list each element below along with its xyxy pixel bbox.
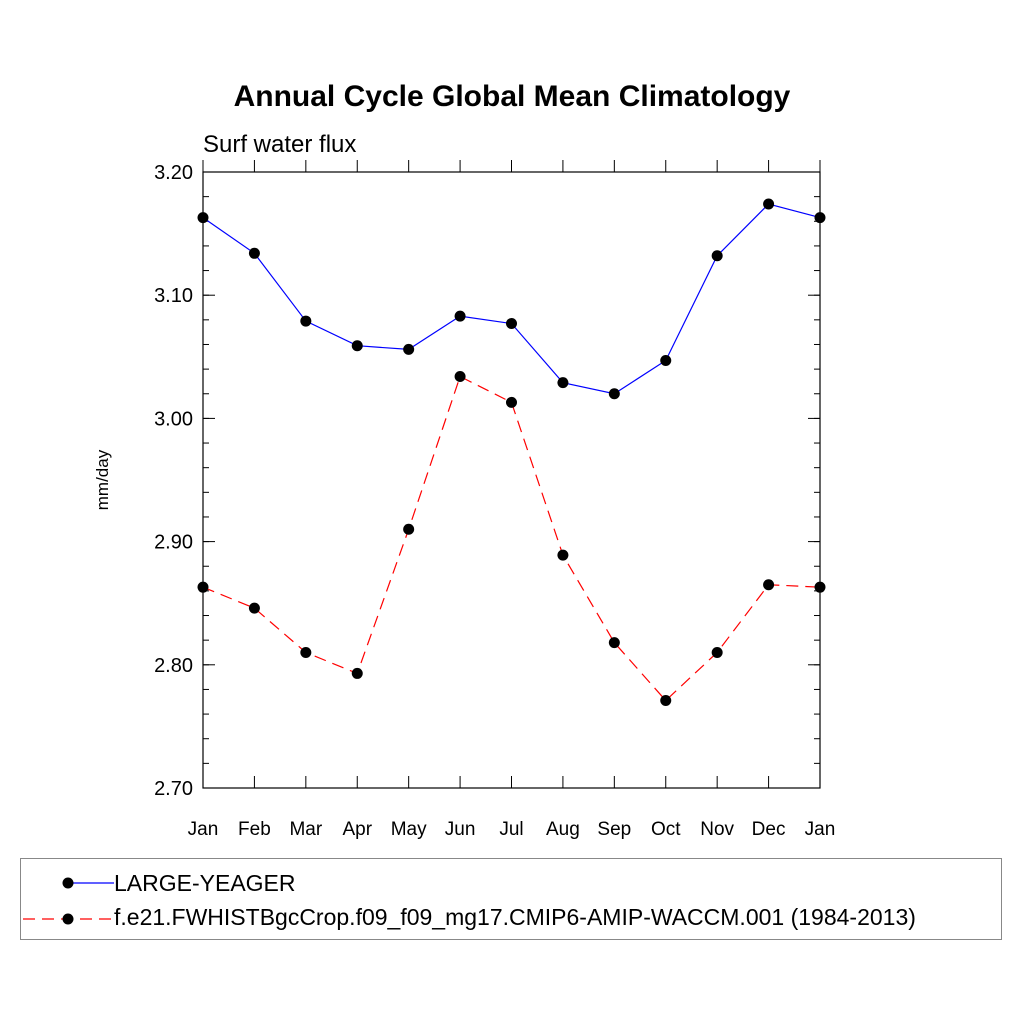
- series-1-point: [248, 247, 260, 259]
- series-1-point: [506, 318, 517, 330]
- x-tick-label: Mar: [289, 819, 322, 840]
- series-1-point: [763, 198, 775, 210]
- series-1-point: [197, 212, 209, 224]
- plot-frame: [202, 171, 821, 789]
- series-2-point: [248, 602, 260, 614]
- series-2-point: [763, 579, 775, 591]
- x-tick-label: May: [391, 819, 427, 840]
- x-tick-label: Jul: [499, 819, 523, 840]
- y-axis-label: mm/day: [93, 449, 112, 510]
- y-tick-label: 2.90: [154, 532, 193, 554]
- series-1-point: [660, 354, 672, 366]
- y-tick-label: 3.10: [154, 285, 193, 307]
- series-1-point: [351, 340, 363, 352]
- x-tick-label: Jan: [188, 819, 219, 840]
- series-1-point: [557, 377, 569, 389]
- legend-marker-series-2: [62, 913, 74, 925]
- series-2-point: [403, 523, 415, 535]
- series-2-point: [197, 581, 209, 593]
- series-2-point: [506, 396, 517, 408]
- series-2-point: [300, 646, 312, 658]
- x-tick-label: Apr: [342, 819, 372, 840]
- chart-subtitle: Surf water flux: [203, 131, 356, 158]
- y-tick-label: 3.00: [154, 408, 193, 430]
- legend-label-series-1: LARGE-YEAGER: [114, 870, 296, 896]
- x-tick-label: Jun: [445, 819, 476, 840]
- x-tick-label: Feb: [238, 819, 271, 840]
- x-tick-label: Oct: [651, 819, 681, 840]
- series-2-point: [711, 646, 723, 658]
- legend-label-series-2: f.e21.FWHISTBgcCrop.f09_f09_mg17.CMIP6-A…: [114, 904, 916, 930]
- x-tick-label: Sep: [597, 819, 631, 840]
- series-1-point: [454, 310, 466, 322]
- legend-marker-series-1: [62, 877, 74, 889]
- series-1-point: [300, 315, 312, 327]
- y-tick-label: 2.70: [154, 778, 193, 800]
- series-2-point: [814, 581, 826, 593]
- series-2-point: [351, 667, 363, 679]
- x-tick-label: Jan: [805, 819, 836, 840]
- x-tick-label: Aug: [546, 819, 580, 840]
- series-1-point: [711, 250, 723, 262]
- series-1-point: [608, 388, 620, 400]
- series-1-point: [403, 343, 415, 355]
- chart-title: Annual Cycle Global Mean Climatology: [234, 80, 791, 113]
- y-tick-label: 2.80: [154, 655, 193, 677]
- y-tick-label: 3.20: [154, 162, 193, 184]
- series-1-point: [814, 212, 826, 224]
- series-line-1: [202, 203, 821, 395]
- series-2-point: [608, 637, 620, 649]
- series-2-point: [557, 549, 569, 561]
- x-tick-label: Nov: [700, 819, 734, 840]
- x-tick-label: Dec: [752, 819, 786, 840]
- series-2-point: [660, 695, 672, 707]
- legend: LARGE-YEAGER f.e21.FWHISTBgcCrop.f09_f09…: [20, 858, 1002, 940]
- series-line-2: [202, 375, 821, 702]
- series-2-point: [454, 371, 466, 383]
